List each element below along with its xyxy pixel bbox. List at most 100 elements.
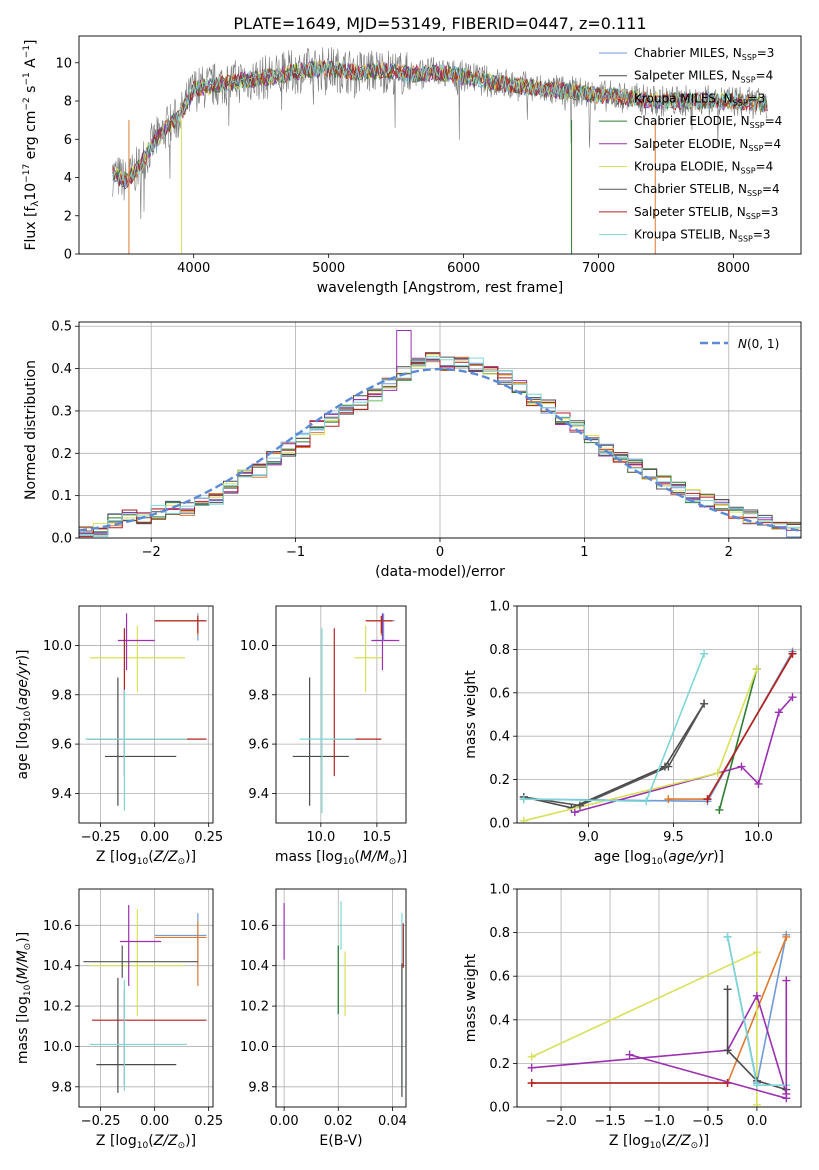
residuals-xtick-label: 0 <box>436 545 444 560</box>
mass_weight_vs_z-axes: −2.0 −1.5 −1.0 −0.5 0.0 0.0 0.2 0.4 0.6 0.8 1.0 Z [… <box>463 883 802 1151</box>
spectrum-ytick-label: 10 <box>55 56 72 71</box>
mass_vs_z-plot-area <box>83 905 207 1093</box>
mass_weight_vs_z-xlabel: Z [log10(Z/Z⊙)] <box>609 1133 709 1151</box>
age_vs_z-ylabel: age [log10(age/yr)] <box>15 649 33 779</box>
mass_weight_vs_age-ytick-label: 1.0 <box>489 600 510 615</box>
age_vs_z-axes: −0.25 0.00 0.25 9.4 9.6 9.8 10.0 Z [log10(Z/Z⊙)… <box>15 605 223 867</box>
age_vs_mass-frame <box>275 605 407 824</box>
mass_vs_ebv-ytick-label: 10.0 <box>240 1040 269 1055</box>
legend-entry-label: Kroupa MILES, NSSP=3 <box>634 91 765 107</box>
residuals-ytick-label: 0.1 <box>51 489 72 504</box>
mass_vs_z-xlabel: Z [log10(Z/Z⊙)] <box>96 1133 196 1151</box>
spectrum-ylabel: Flux [fλ10−17 erg cm−2 s−1 A−1] <box>22 39 41 250</box>
age_vs_mass-plot-area <box>292 613 400 814</box>
mass-weight-point <box>575 801 584 810</box>
mass-weight-point <box>754 779 763 788</box>
mass_weight_vs_age-ytick-label: 0.8 <box>489 643 510 658</box>
residuals-frame <box>78 321 802 539</box>
mass_weight_vs_age-xtick-label: 10.0 <box>744 830 773 845</box>
mass-weight-point <box>752 948 761 957</box>
spectrum-ytick-label: 0 <box>64 248 72 263</box>
age_vs_mass-ytick-label: 9.4 <box>248 787 269 802</box>
mass-weight-line <box>668 653 794 800</box>
spectrum-frame <box>78 35 802 255</box>
mass-weight-point <box>703 795 712 804</box>
age_vs_mass-xtick-label: 10.5 <box>362 830 391 845</box>
spectrum-ytick-label: 8 <box>64 95 72 110</box>
mass_vs_z-xtick-label: −0.25 <box>81 1114 121 1129</box>
mass-weight-point <box>642 797 651 806</box>
mass_vs_z-ytick-label: 10.4 <box>43 959 72 974</box>
age_vs_z-ytick-label: 9.4 <box>51 787 72 802</box>
mass_weight_vs_age-xlabel: age [log10(age/yr)] <box>594 849 724 867</box>
mass-weight-point <box>570 808 579 817</box>
mass_weight_vs_age-axes: 9.0 9.5 10.0 0.0 0.2 0.4 0.6 0.8 1.0 age [log10(a… <box>463 600 802 867</box>
mass_vs_z-ytick-label: 10.6 <box>43 919 72 934</box>
age_vs_z-ytick-label: 9.8 <box>51 688 72 703</box>
mass-weight-line <box>531 993 788 1095</box>
mass-weight-point <box>752 991 761 1000</box>
age_vs_mass-ytick-label: 9.8 <box>248 688 269 703</box>
age_vs_mass-axes: 10.0 10.5 9.4 9.6 9.8 10.0 mass [log10(M/M⊙)] <box>240 605 407 867</box>
residuals-ytick-label: 0.5 <box>51 320 72 335</box>
mass_weight_vs_z-xtick-label: −2.0 <box>545 1114 577 1129</box>
mass-weight-point <box>715 805 724 814</box>
mass_vs_z-xtick-label: 0.00 <box>140 1114 169 1129</box>
residuals-xtick-label: −1 <box>286 545 305 560</box>
figure-title: PLATE=1649, MJD=53149, FIBERID=0447, z=0… <box>233 14 646 33</box>
spectrum-xtick-label: 5000 <box>312 261 345 276</box>
residuals-xtick-label: −2 <box>142 545 161 560</box>
mass-weight-point <box>723 1046 732 1055</box>
mass_vs_ebv-ytick-label: 9.8 <box>248 1080 269 1095</box>
residuals-ytick-label: 0.2 <box>51 447 72 462</box>
spectrum-ytick-label: 6 <box>64 133 72 148</box>
mass_weight_vs_z-ytick-label: 0.4 <box>489 1013 510 1028</box>
mass-weight-point <box>737 762 746 771</box>
mass-weight-point <box>723 932 732 941</box>
mass_vs_ebv-ytick-label: 10.4 <box>240 959 269 974</box>
residuals-xtick-label: 1 <box>580 545 588 560</box>
mass_vs_ebv-xtick-label: 0.02 <box>324 1114 353 1129</box>
mass_weight_vs_age-frame <box>516 605 802 824</box>
legend-entry-label: Chabrier MILES, NSSP=3 <box>634 46 774 62</box>
mass-weight-line <box>531 950 758 1105</box>
age_vs_mass-ytick-label: 10.0 <box>240 639 269 654</box>
spectrum-plot-area <box>112 47 768 254</box>
age_vs_z-xtick-label: −0.25 <box>81 830 121 845</box>
mass_vs_ebv-xlabel: E(B-V) <box>319 1133 362 1149</box>
mass-weight-line <box>523 703 705 809</box>
residuals-plot-area <box>79 330 801 538</box>
legend-entry-label: Kroupa ELODIE, NSSP=4 <box>634 160 773 176</box>
mass_vs_z-ylabel: mass [log10(M/M⊙)] <box>15 932 33 1064</box>
mass_weight_vs_z-ytick-label: 0.2 <box>489 1057 510 1072</box>
mass-weight-point <box>713 769 722 778</box>
mass_vs_ebv-axes: 0.00 0.02 0.04 9.8 10.0 10.2 10.4 10.6 E(B-V) <box>240 888 407 1149</box>
model-spectrum-line <box>112 59 768 188</box>
mass-weight-point <box>625 1050 634 1059</box>
mass-weight-point <box>752 1100 761 1107</box>
age_vs_mass-xlabel: mass [log10(M/M⊙)] <box>275 849 407 867</box>
mass-weight-point <box>788 693 797 702</box>
spectrum-xtick-label: 4000 <box>177 261 210 276</box>
age_vs_z-xtick-label: 0.25 <box>194 830 223 845</box>
mass_vs_ebv-xtick-label: 0.00 <box>270 1114 299 1129</box>
mass-weight-point <box>664 795 673 804</box>
residual-histogram-kroupa_stelib <box>79 356 801 537</box>
mass-weight-line <box>523 653 705 803</box>
mass_weight_vs_z-ytick-label: 0.8 <box>489 926 510 941</box>
residuals-ytick-label: 0.0 <box>51 532 72 547</box>
residuals-ytick-label: 0.4 <box>51 362 72 377</box>
mass-weight-point <box>752 1081 761 1090</box>
mass-weight-line <box>523 703 705 807</box>
mass_weight_vs_z-ytick-label: 1.0 <box>489 883 510 898</box>
residuals-axes: −2 −1 0 1 2 0.0 0.1 0.2 0.3 0.4 0.5 (data-model)/er… <box>23 320 802 580</box>
mass-weight-point <box>700 649 709 658</box>
age_vs_z-frame <box>78 605 214 824</box>
mass_vs_ebv-ytick-label: 10.6 <box>240 919 269 934</box>
mass_weight_vs_age-xtick-label: 9.5 <box>663 830 684 845</box>
residuals-ylabel: Normed distribution <box>23 360 39 500</box>
spectrum-ytick-label: 4 <box>64 171 72 186</box>
legend-entry-label: Salpeter ELODIE, NSSP=4 <box>634 137 781 153</box>
mass-weight-point <box>519 816 528 823</box>
residuals-ytick-label: 0.3 <box>51 404 72 419</box>
